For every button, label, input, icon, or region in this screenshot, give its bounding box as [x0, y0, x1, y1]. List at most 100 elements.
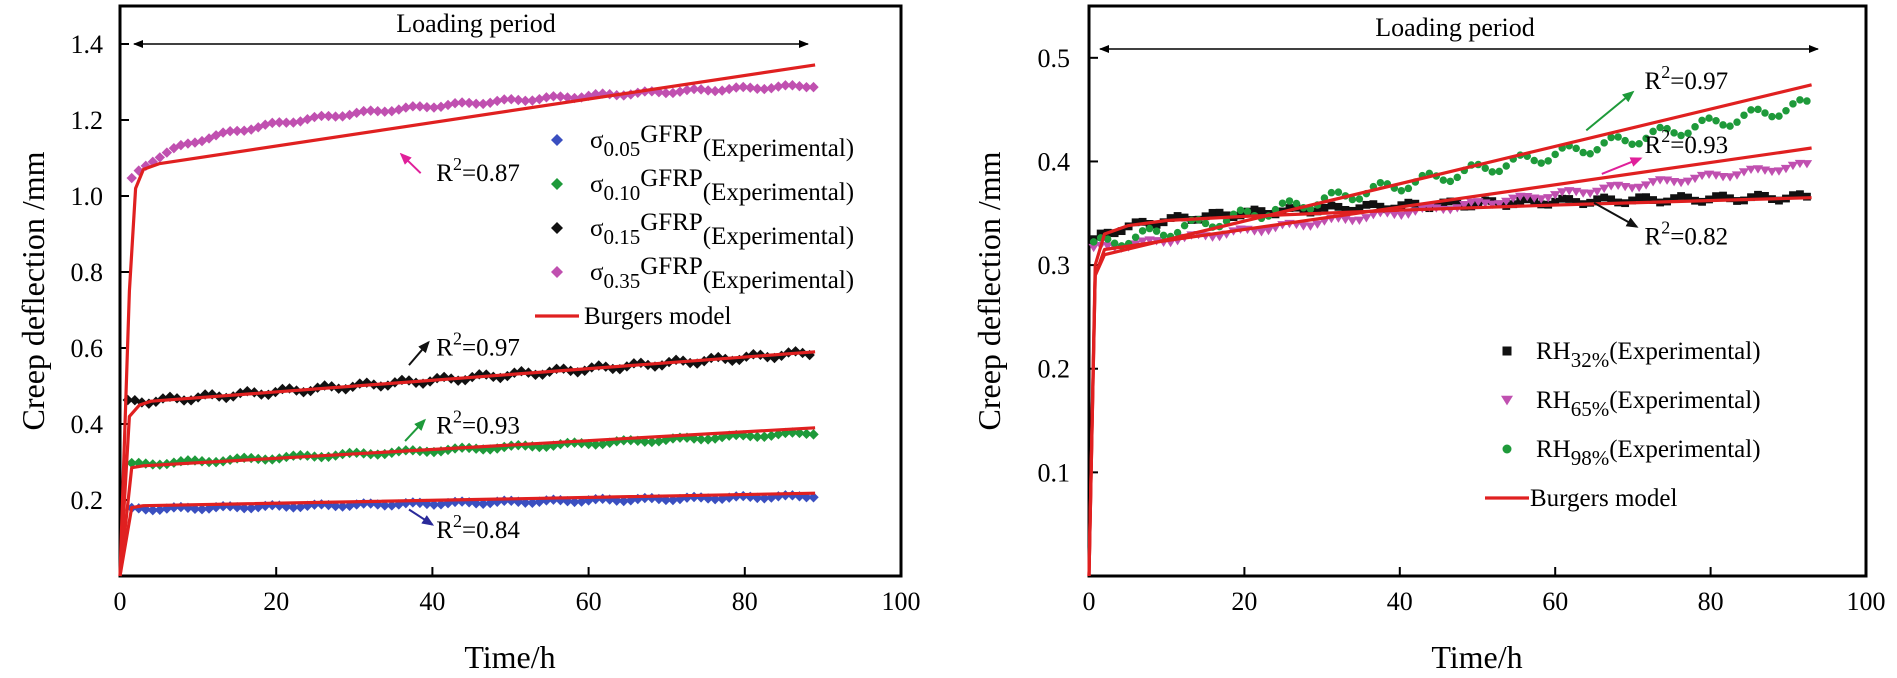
data-point: [414, 101, 426, 112]
data-point: [1717, 173, 1729, 182]
data-point: [801, 81, 812, 93]
burgers-model-line: [118, 63, 816, 577]
data-point: [224, 125, 236, 137]
legend-marker: [551, 266, 563, 278]
data-point: [780, 80, 791, 91]
data-point: [1347, 217, 1358, 226]
data-point: [745, 430, 756, 442]
data-point: [1607, 133, 1615, 142]
data-point: [625, 495, 636, 506]
data-point: [1348, 195, 1357, 204]
data-point: [1201, 219, 1210, 228]
data-point: [1626, 184, 1638, 193]
data-point: [238, 125, 250, 136]
data-point: [1726, 122, 1734, 130]
data-point: [723, 430, 735, 441]
data-point: [1334, 202, 1343, 211]
data-point: [1201, 212, 1210, 221]
y-tick-label: 0.2: [71, 486, 104, 515]
y-axis-ticks: 0.1 0.2 0.3 0.4 0.5: [1038, 44, 1098, 487]
legend-marker: [1501, 395, 1513, 406]
data-point: [1794, 159, 1806, 169]
data-point: [773, 491, 784, 502]
data-point: [794, 81, 805, 92]
data-point: [1628, 196, 1637, 205]
data-point: [1494, 200, 1505, 209]
y-axis-ticks: 0.2 0.4 0.6 0.8 1.0 1.2 1.4: [71, 30, 129, 515]
legend-entry: Burgers model: [1485, 485, 1677, 512]
legend-marker: [1502, 444, 1512, 454]
x-tick-label: 60: [576, 587, 602, 616]
data-point: [1368, 211, 1379, 220]
data-point: [1481, 164, 1490, 172]
data-point: [1397, 201, 1406, 210]
data-point: [1214, 233, 1225, 242]
data-point: [1766, 167, 1778, 177]
annotation-arrow: [1593, 202, 1639, 228]
data-point: [752, 431, 763, 443]
data-point: [337, 111, 348, 122]
data-point: [1089, 238, 1098, 246]
data-point: [196, 504, 208, 515]
y-tick-label: 1.2: [71, 106, 104, 135]
data-point: [1537, 159, 1545, 167]
r-squared-annotations: R2=0.87 R2=0.97 R2=0.93 R2=0.84: [399, 152, 520, 544]
data-point: [808, 81, 819, 93]
data-point: [527, 95, 538, 106]
data-point: [1733, 118, 1741, 126]
data-point: [154, 152, 166, 163]
data-point: [1726, 194, 1734, 203]
data-point: [1556, 188, 1568, 197]
data-point: [1145, 224, 1154, 233]
data-point: [759, 493, 770, 504]
data-point: [611, 495, 622, 506]
annotation-arrow: [399, 152, 422, 174]
data-point: [1577, 189, 1589, 198]
legend-marker: [551, 134, 563, 146]
data-point: [1614, 133, 1622, 141]
data-point: [1712, 192, 1720, 201]
legend-entry: σ0.15GFRP(Experimental): [551, 209, 854, 250]
data-point: [674, 493, 686, 505]
data-point: [1439, 176, 1448, 184]
data-point: [709, 433, 721, 444]
data-point: [1550, 191, 1561, 200]
data-point: [1117, 227, 1126, 236]
data-point: [470, 98, 482, 109]
data-point: [808, 429, 819, 440]
data-point: [1508, 194, 1519, 203]
data-point: [484, 97, 496, 108]
data-point: [1285, 197, 1294, 205]
legend-label: σ0.05GFRP(Experimental): [590, 121, 854, 162]
data-point: [1642, 134, 1650, 143]
data-point: [1362, 200, 1371, 209]
data-point: [246, 503, 257, 514]
x-axis-ticks: 0 20 40 60 80 100: [1083, 567, 1886, 616]
data-point: [625, 434, 636, 446]
data-point: [1789, 191, 1797, 200]
data-point: [1361, 214, 1372, 223]
data-point: [576, 92, 587, 103]
data-point: [1404, 198, 1413, 207]
data-point: [1780, 164, 1792, 174]
data-point: [1313, 207, 1322, 216]
data-point: [1591, 187, 1603, 197]
data-point: [1635, 140, 1643, 148]
x-tick-label: 0: [114, 587, 127, 616]
data-point: [1551, 150, 1559, 159]
data-point: [1607, 195, 1616, 204]
x-tick-label: 0: [1083, 587, 1096, 616]
data-point: [463, 97, 475, 109]
data-point: [548, 494, 559, 505]
data-point: [1397, 186, 1406, 195]
data-point: [804, 349, 815, 361]
x-tick-label: 20: [1231, 587, 1257, 616]
data-point: [428, 102, 440, 113]
data-point: [288, 502, 299, 513]
data-point: [295, 501, 306, 513]
data-point: [593, 360, 604, 371]
data-point: [1761, 109, 1769, 117]
data-point: [1684, 193, 1692, 202]
data-point: [1236, 206, 1245, 215]
x-tick-label: 40: [1387, 587, 1413, 616]
